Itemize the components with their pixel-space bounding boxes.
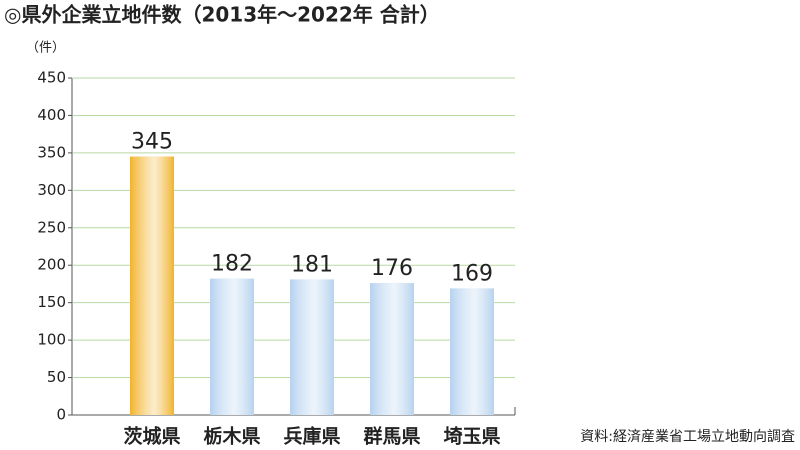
chart-title: ◎県外企業立地件数（2013年～2022年 合計） <box>4 3 440 27</box>
y-tick-label: 50 <box>47 368 66 386</box>
x-tick-label: 茨城県 <box>123 425 180 448</box>
y-tick-label: 400 <box>37 106 66 124</box>
bar <box>130 156 174 415</box>
y-tick-label: 350 <box>37 143 66 161</box>
y-tick-label: 150 <box>37 293 66 311</box>
bar <box>370 283 414 415</box>
y-tick-label: 100 <box>37 331 66 349</box>
x-tick-label: 栃木県 <box>203 425 260 448</box>
y-tick-label: 0 <box>56 406 66 424</box>
y-tick-label: 450 <box>37 69 66 87</box>
y-tick-label: 250 <box>37 218 66 236</box>
y-tick-label: 300 <box>37 181 66 199</box>
bar <box>210 278 254 415</box>
value-label: 182 <box>211 252 253 277</box>
value-label: 181 <box>291 252 333 277</box>
bar <box>450 288 494 415</box>
value-label: 345 <box>131 130 173 155</box>
x-tick-label: 兵庫県 <box>283 425 340 448</box>
value-label: 169 <box>451 261 493 286</box>
source-note: 資料:経済産業省工場立地動向調査 <box>580 429 795 445</box>
x-tick-label: 群馬県 <box>362 425 420 448</box>
y-unit: （件） <box>26 41 65 56</box>
y-tick-label: 200 <box>37 256 66 274</box>
bar <box>290 279 334 415</box>
x-tick-label: 埼玉県 <box>443 425 500 448</box>
value-label: 176 <box>371 256 413 281</box>
